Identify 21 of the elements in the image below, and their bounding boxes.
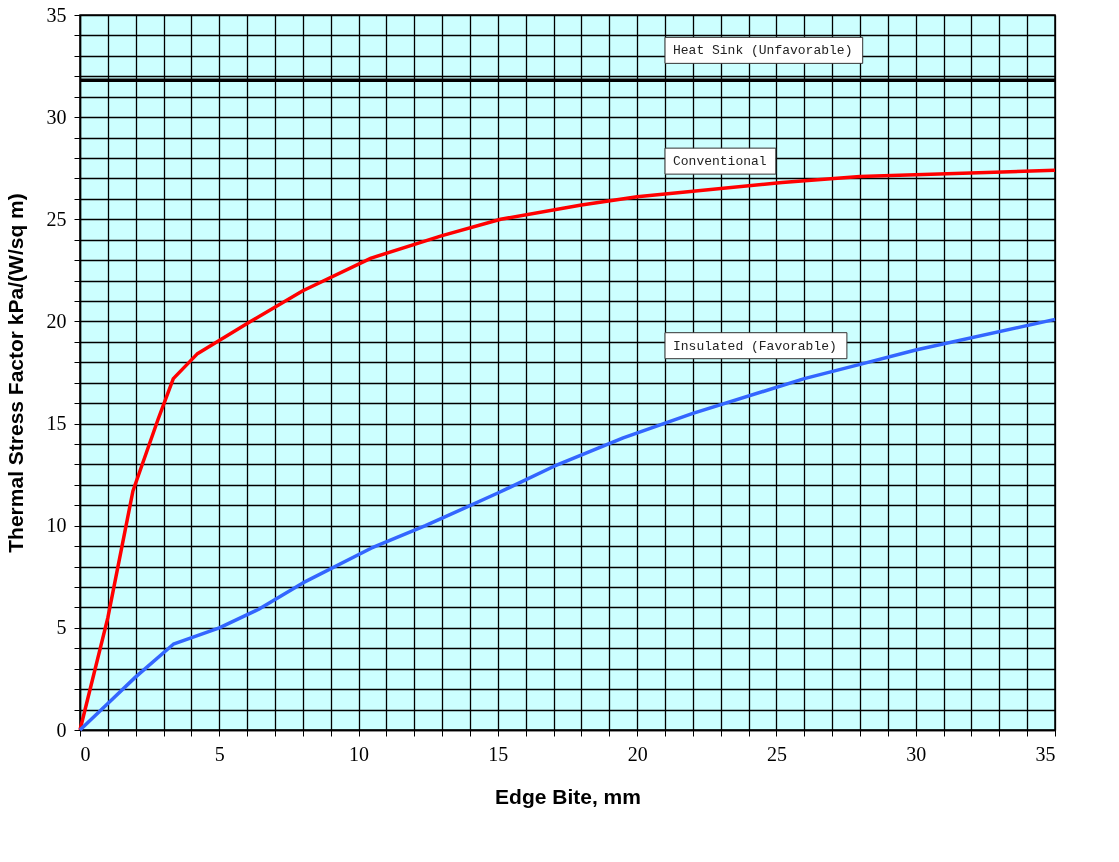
y-tick-label: 0 [56,718,67,741]
y-tick-label: 30 [46,105,67,128]
y-tick-label: 15 [46,412,67,435]
x-tick-label: 20 [627,742,648,765]
y-tick-label: 20 [46,309,67,332]
x-tick-label: 5 [214,742,225,765]
x-tick-label: 30 [906,742,927,765]
y-tick-label: 5 [56,616,67,639]
series-label: Insulated (Favorable) [673,338,837,354]
x-axis-title: Edge Bite, mm [495,784,641,808]
y-tick-label: 10 [46,514,67,537]
x-tick-label: 25 [766,742,787,765]
x-tick-label: 35 [1035,742,1056,765]
x-tick-label: 10 [349,742,370,765]
x-tick-label: 0 [80,742,91,765]
series-label: Conventional [673,154,767,170]
y-tick-label: 35 [46,3,67,26]
y-axis-title: Thermal Stress Factor kPa/(W/sq m) [3,193,27,553]
y-tick-label: 25 [46,207,67,230]
x-tick-label: 15 [488,742,509,765]
ref-line-label: Heat Sink (Unfavorable) [673,43,853,59]
